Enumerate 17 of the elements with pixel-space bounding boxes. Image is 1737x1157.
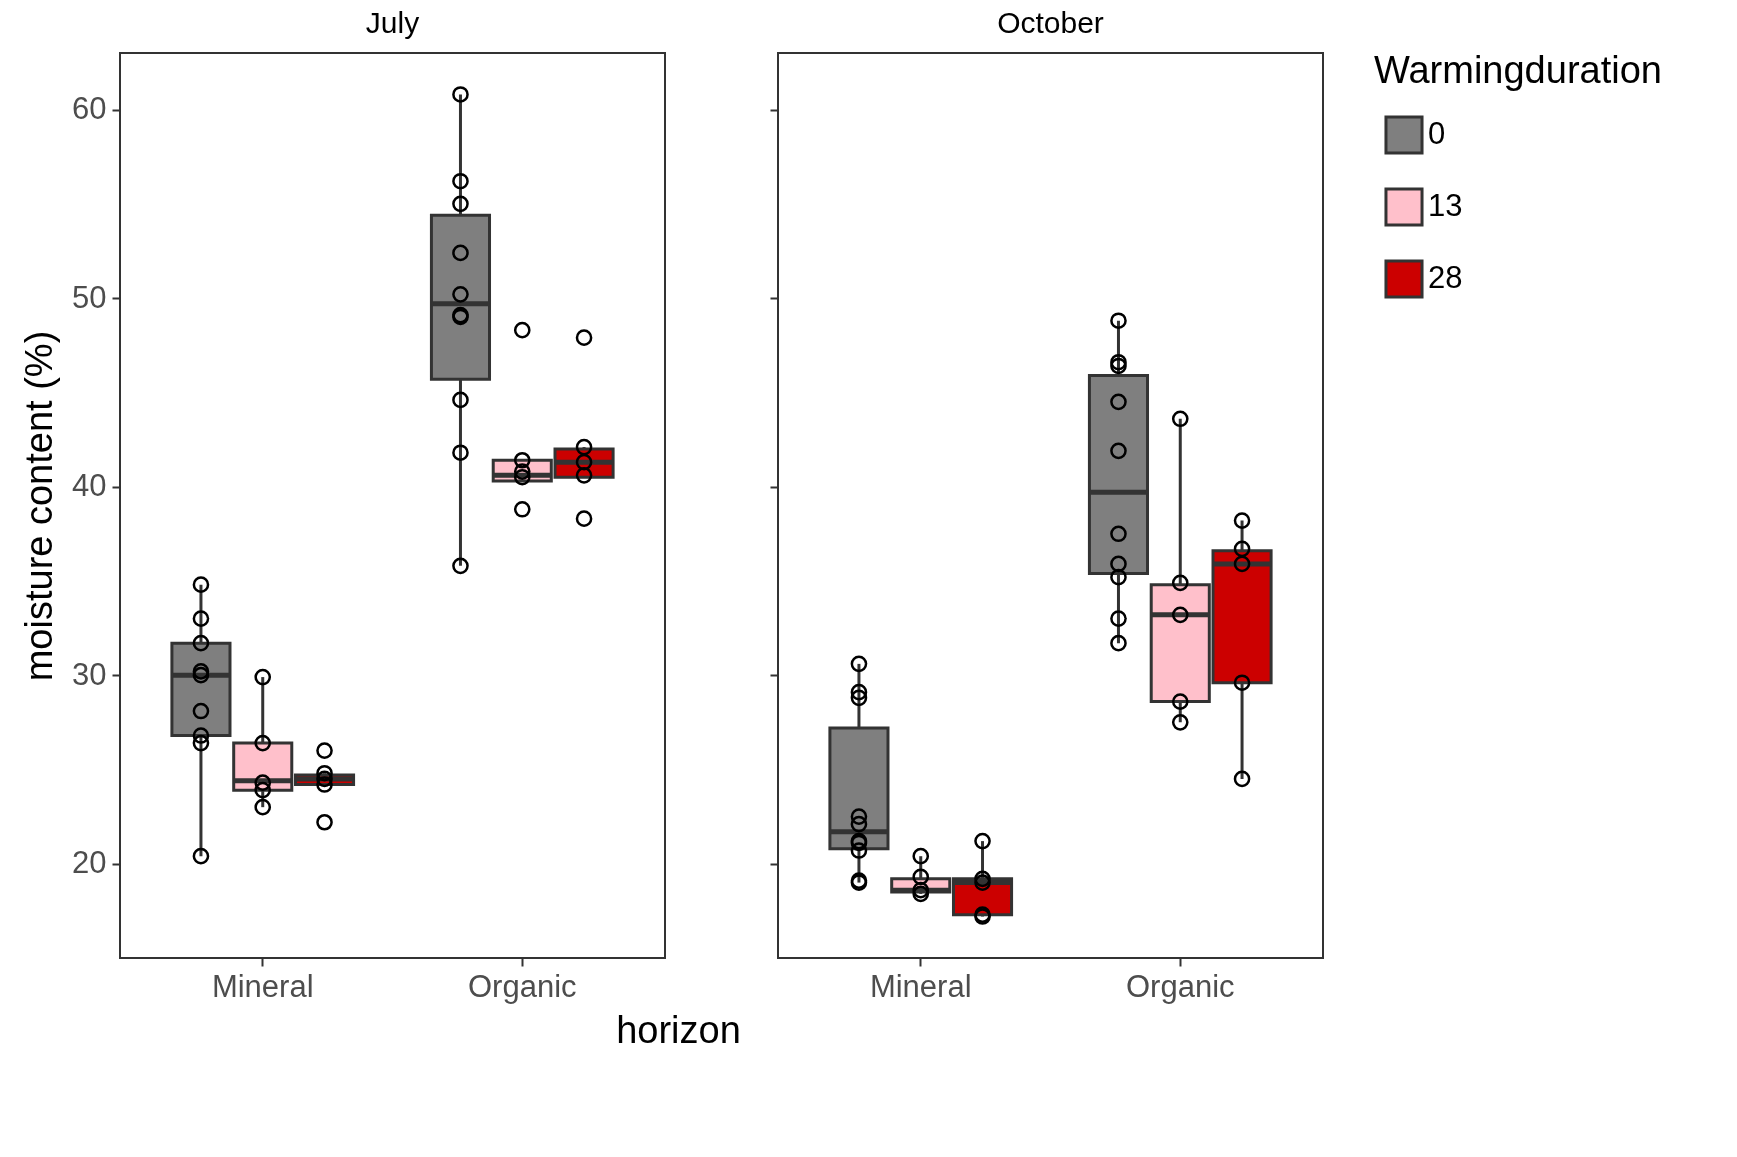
- x-tick-label: Organic: [1125, 968, 1235, 1004]
- x-tick-label: Mineral: [869, 968, 972, 1004]
- y-tick-label: 50: [72, 279, 107, 315]
- y-tick-label: 20: [72, 845, 107, 881]
- chart-title: July: [365, 6, 420, 39]
- x-tick-label: Organic: [467, 968, 577, 1004]
- x-tick-label: Mineral: [211, 968, 314, 1004]
- y-tick-label: 30: [72, 656, 107, 692]
- chart-title: October: [997, 6, 1104, 39]
- legend-title: Warmingduration: [1374, 49, 1662, 91]
- y-tick-label: 60: [72, 91, 107, 127]
- legend-label: 13: [1428, 188, 1463, 223]
- y-axis-title: moisture content (%): [18, 330, 61, 682]
- y-tick-label: 40: [72, 468, 107, 504]
- legend-label: 28: [1428, 260, 1463, 295]
- legend-label: 0: [1428, 116, 1446, 151]
- x-axis-title: horizon: [616, 1008, 741, 1051]
